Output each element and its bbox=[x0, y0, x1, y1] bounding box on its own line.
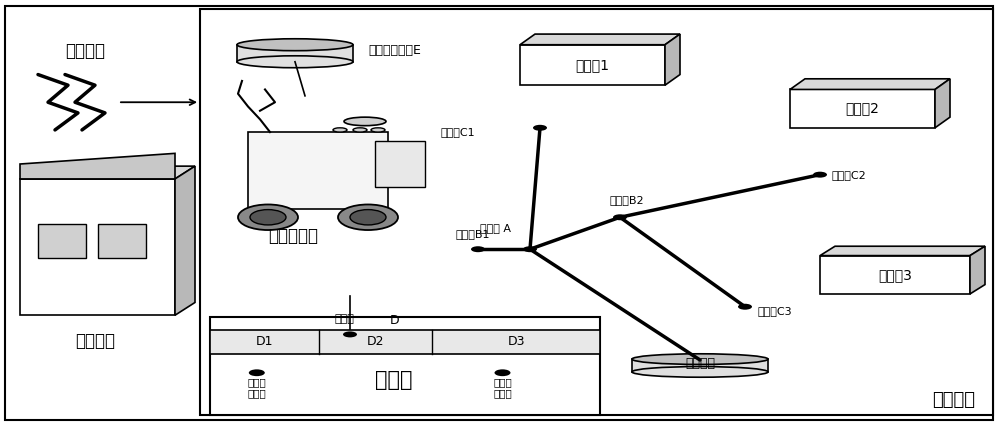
Text: 中间点B2: 中间点B2 bbox=[610, 196, 645, 205]
Ellipse shape bbox=[237, 56, 353, 68]
Text: D1: D1 bbox=[256, 335, 273, 348]
Circle shape bbox=[613, 214, 627, 220]
Ellipse shape bbox=[344, 117, 386, 126]
Text: D: D bbox=[390, 314, 400, 327]
Text: 总控制台: 总控制台 bbox=[75, 332, 115, 350]
Polygon shape bbox=[790, 79, 950, 89]
Bar bbox=[237, 45, 353, 62]
Text: 检测完
成按钮: 检测完 成按钮 bbox=[493, 377, 512, 398]
Text: 溶液池2: 溶液池2 bbox=[846, 102, 879, 115]
Text: 无线网络: 无线网络 bbox=[65, 42, 105, 60]
Circle shape bbox=[494, 369, 511, 376]
Bar bbox=[210, 330, 600, 354]
Bar bbox=[820, 256, 970, 294]
Text: 高危环境: 高危环境 bbox=[932, 391, 975, 409]
Text: 溶液点C3: 溶液点C3 bbox=[757, 306, 792, 316]
Circle shape bbox=[249, 369, 265, 376]
Text: 起始点 A: 起始点 A bbox=[480, 223, 511, 233]
Bar bbox=[98, 224, 146, 258]
Text: 检测台: 检测台 bbox=[375, 371, 412, 390]
Text: 中间点B1: 中间点B1 bbox=[455, 229, 490, 239]
Polygon shape bbox=[175, 166, 195, 315]
Bar bbox=[200, 9, 993, 415]
Text: 溶液池3: 溶液池3 bbox=[878, 268, 912, 282]
Circle shape bbox=[343, 331, 357, 337]
Text: 移动机器人: 移动机器人 bbox=[268, 227, 318, 245]
Text: 溶液处理槽点E: 溶液处理槽点E bbox=[368, 44, 421, 57]
Bar bbox=[790, 89, 935, 128]
Bar bbox=[375, 141, 425, 187]
Circle shape bbox=[523, 246, 537, 252]
Polygon shape bbox=[520, 34, 680, 45]
Polygon shape bbox=[665, 34, 680, 85]
Polygon shape bbox=[820, 246, 985, 256]
Ellipse shape bbox=[632, 354, 768, 364]
Text: 溶液点C1: 溶液点C1 bbox=[440, 127, 475, 137]
Text: D2: D2 bbox=[367, 335, 384, 348]
Bar bbox=[632, 359, 768, 372]
Bar bbox=[520, 45, 665, 85]
Circle shape bbox=[471, 246, 485, 252]
Ellipse shape bbox=[237, 39, 353, 51]
Text: 检测点: 检测点 bbox=[335, 314, 355, 324]
Polygon shape bbox=[970, 246, 985, 294]
Circle shape bbox=[238, 204, 298, 230]
Ellipse shape bbox=[333, 128, 347, 132]
Circle shape bbox=[250, 210, 286, 225]
Bar bbox=[20, 179, 175, 315]
Text: 溶液点C2: 溶液点C2 bbox=[832, 170, 867, 180]
Circle shape bbox=[813, 172, 827, 178]
Text: D3: D3 bbox=[507, 335, 525, 348]
Circle shape bbox=[533, 125, 547, 131]
Circle shape bbox=[738, 304, 752, 310]
Polygon shape bbox=[20, 153, 175, 179]
Bar bbox=[38, 224, 86, 258]
Ellipse shape bbox=[353, 128, 367, 132]
Ellipse shape bbox=[632, 366, 768, 377]
Text: 溶液池1: 溶液池1 bbox=[576, 58, 610, 72]
Bar bbox=[210, 317, 600, 415]
Polygon shape bbox=[935, 79, 950, 128]
Ellipse shape bbox=[371, 128, 385, 132]
Text: 充电装置: 充电装置 bbox=[685, 357, 715, 370]
Polygon shape bbox=[20, 166, 195, 179]
Circle shape bbox=[338, 204, 398, 230]
Text: 检测完
成按钮: 检测完 成按钮 bbox=[247, 377, 266, 398]
Circle shape bbox=[350, 210, 386, 225]
Bar bbox=[248, 132, 388, 209]
